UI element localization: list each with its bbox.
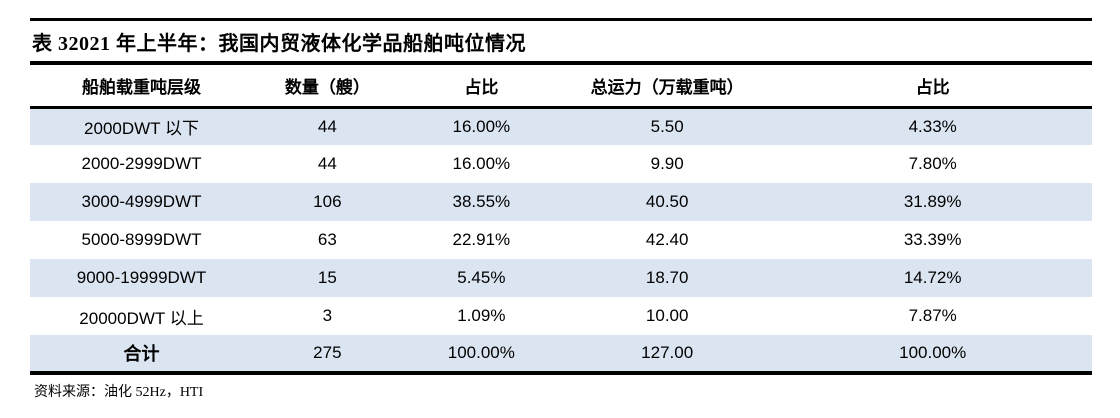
cell-tier: 2000DWT 以下 bbox=[84, 119, 199, 139]
cell-count-share: 1.09% bbox=[457, 306, 506, 325]
cell-count: 44 bbox=[317, 154, 337, 173]
cell-count-share: 22.91% bbox=[452, 230, 511, 249]
table-title: 表 32021 年上半年：我国内贸液体化学品船舶吨位情况 bbox=[30, 21, 1092, 61]
cell-count: 44 bbox=[317, 116, 337, 136]
top-rule bbox=[30, 18, 1092, 21]
cell-tier: 20000DWT 以上 bbox=[79, 308, 204, 328]
header-count: 数量（艘） bbox=[253, 65, 402, 109]
cell-capacity: 42.40 bbox=[645, 230, 689, 249]
cell-total-count: 275 bbox=[313, 343, 342, 362]
cell-count-share: 5.45% bbox=[457, 268, 506, 287]
cell-capacity-share: 7.87% bbox=[908, 306, 957, 325]
cell-count: 3 bbox=[322, 306, 333, 325]
table-row: 3000-4999DWT 106 38.55% 40.50 31.89% bbox=[30, 183, 1092, 221]
table-row: 5000-8999DWT 63 22.91% 42.40 33.39% bbox=[30, 221, 1092, 259]
cell-capacity-share: 14.72% bbox=[903, 268, 962, 287]
table-total-row: 合计 275 100.00% 127.00 100.00% bbox=[30, 335, 1092, 373]
cell-capacity: 40.50 bbox=[645, 192, 689, 211]
cell-capacity: 18.70 bbox=[645, 268, 689, 287]
cell-capacity-share: 31.89% bbox=[903, 192, 962, 211]
cell-count-share: 38.55% bbox=[452, 192, 511, 211]
title-rule bbox=[30, 61, 1092, 65]
header-tier: 船舶载重吨层级 bbox=[30, 65, 254, 109]
table-row: 20000DWT 以上 3 1.09% 10.00 7.87% bbox=[30, 297, 1092, 335]
cell-total-count-share: 100.00% bbox=[447, 343, 515, 362]
cell-capacity-share: 4.33% bbox=[908, 116, 957, 136]
cell-capacity-share: 33.39% bbox=[903, 230, 962, 249]
data-source-note: 资料来源：油化 52Hz，HTI bbox=[34, 385, 204, 400]
table-row: 9000-19999DWT 15 5.45% 18.70 14.72% bbox=[30, 259, 1092, 297]
cell-total-capacity: 127.00 bbox=[641, 343, 694, 362]
table-row: 2000-2999DWT 44 16.00% 9.90 7.80% bbox=[30, 145, 1092, 183]
header-capacity: 总运力（万载重吨） bbox=[560, 65, 774, 109]
cell-tier: 9000-19999DWT bbox=[76, 268, 207, 287]
table-title-text: 2021 年上半年：我国内贸液体化学品船舶吨位情况 bbox=[68, 33, 526, 55]
cell-count-share: 16.00% bbox=[452, 154, 511, 173]
header-count-share: 占比 bbox=[401, 65, 561, 109]
table-row: 2000DWT 以下 44 16.00% 5.50 4.33% bbox=[30, 107, 1092, 145]
table-block: 表 32021 年上半年：我国内贸液体化学品船舶吨位情况 船舶载重吨层级 数量（… bbox=[30, 18, 1092, 401]
cell-tier: 3000-4999DWT bbox=[81, 192, 202, 211]
cell-tier: 2000-2999DWT bbox=[81, 154, 202, 173]
cell-count: 15 bbox=[317, 268, 337, 287]
cell-capacity: 5.50 bbox=[650, 116, 684, 136]
cell-capacity: 9.90 bbox=[650, 154, 684, 173]
cell-total-capacity-share: 100.00% bbox=[899, 343, 967, 362]
cell-count-share: 16.00% bbox=[452, 116, 511, 136]
cell-count: 106 bbox=[313, 192, 342, 211]
cell-capacity-share: 7.80% bbox=[908, 154, 957, 173]
header-capacity-share: 占比 bbox=[773, 65, 1092, 109]
cell-tier: 5000-8999DWT bbox=[81, 230, 202, 249]
tonnage-table: 船舶载重吨层级 数量（艘） 占比 总运力（万载重吨） 占比 2000DWT 以下… bbox=[30, 65, 1092, 375]
cell-count: 63 bbox=[317, 230, 337, 249]
table-title-label: 表 3 bbox=[32, 33, 69, 55]
cell-total-label: 合计 bbox=[123, 344, 160, 364]
cell-capacity: 10.00 bbox=[645, 306, 689, 325]
table-header-row: 船舶载重吨层级 数量（艘） 占比 总运力（万载重吨） 占比 bbox=[30, 65, 1092, 109]
